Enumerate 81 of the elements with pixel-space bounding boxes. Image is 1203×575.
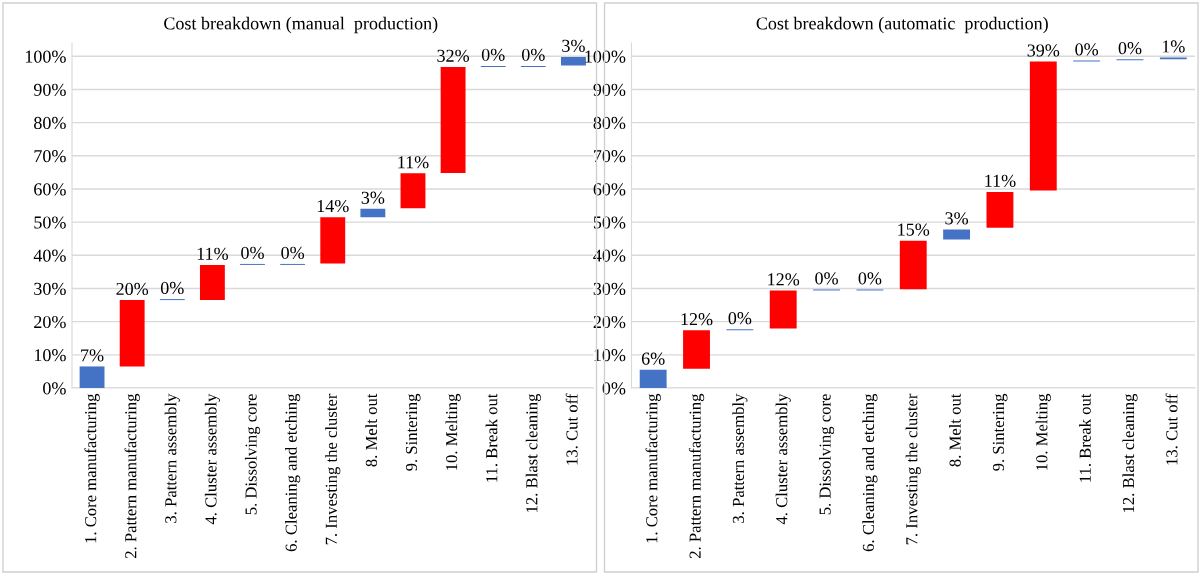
x-tick-label: 13. Cut off <box>565 393 578 465</box>
bar <box>360 208 386 218</box>
bar <box>683 330 710 369</box>
y-tick-label: 50% <box>34 216 66 229</box>
bar <box>1029 61 1057 191</box>
x-tick-label: 1. Core manufacturing <box>84 393 100 543</box>
x-tick-label: 10. Melting <box>445 393 461 470</box>
x-tick-label: 4. Cluster assembly <box>775 393 791 525</box>
x-tick-label: 11. Break out <box>485 393 498 482</box>
x-tick-label: 12. Blast cleaning <box>525 393 541 512</box>
data-label: 20% <box>116 282 149 296</box>
y-tick-label: 0% <box>43 382 66 395</box>
data-label: 1% <box>1162 40 1185 53</box>
data-label: 3% <box>361 191 385 204</box>
bar <box>769 290 797 329</box>
data-label: 14% <box>317 199 349 213</box>
y-tick-label: 100% <box>585 50 626 63</box>
x-tick-label: 6. Cleaning and etching <box>285 393 301 552</box>
bar <box>79 366 105 388</box>
bar <box>119 300 145 367</box>
bar <box>561 56 586 66</box>
x-tick-label: 5. Dissolving core <box>818 394 835 515</box>
data-label: 7% <box>81 349 104 362</box>
bar <box>440 66 466 174</box>
y-tick-label: 10% <box>34 349 66 362</box>
data-label: 6% <box>641 352 665 365</box>
bar <box>400 173 426 209</box>
x-tick-label: 3. Pattern assembly <box>164 393 180 523</box>
y-tick-label: 70% <box>34 150 66 163</box>
bar <box>639 369 667 388</box>
chart-title: Cost breakdown (automatic production) <box>756 16 1048 34</box>
y-tick-label: 40% <box>33 249 66 262</box>
data-label: 0% <box>858 272 882 285</box>
x-tick-label: 2. Pattern manufacturing <box>688 393 705 559</box>
data-label: 0% <box>521 48 545 61</box>
data-label: 0% <box>1075 43 1099 56</box>
x-tick-label: 7. Investing the cluster <box>325 393 341 545</box>
x-tick-label: 12. Blast cleaning <box>1122 393 1138 512</box>
data-label: 0% <box>728 312 752 325</box>
y-tick-label: 30% <box>34 282 66 295</box>
x-tick-label: 5. Dissolving core <box>244 394 261 515</box>
y-tick-label: 20% <box>34 315 66 329</box>
data-label: 12% <box>681 313 713 326</box>
x-tick-label: 6. Cleaning and etching <box>862 393 878 552</box>
x-tick-label: 10. Melting <box>1035 393 1051 470</box>
data-label: 15% <box>898 223 930 236</box>
y-tick-label: 80% <box>34 116 66 130</box>
x-tick-label: 1. Core manufacturing <box>645 393 661 543</box>
bar <box>986 191 1014 228</box>
bar <box>899 240 927 290</box>
x-tick-label: 13. Cut off <box>1165 393 1178 465</box>
y-tick-label: 100% <box>25 50 66 63</box>
x-tick-label: 9. Sintering <box>405 393 421 471</box>
bar <box>199 264 225 301</box>
x-tick-label: 7. Investing the cluster <box>905 393 921 545</box>
data-label: 11% <box>197 247 228 260</box>
chart-title: Cost breakdown (manual production) <box>164 16 438 34</box>
x-tick-label: 8. Melt out <box>949 393 961 467</box>
data-label: 11% <box>985 174 1016 187</box>
bar <box>320 217 346 264</box>
x-tick-label: 2. Pattern manufacturing <box>124 393 140 559</box>
data-label: 39% <box>1027 44 1060 57</box>
data-label: 32% <box>437 49 470 62</box>
data-label: 3% <box>562 39 585 52</box>
bar <box>943 229 971 240</box>
data-label: 3% <box>945 212 969 225</box>
data-label: 12% <box>768 273 800 286</box>
data-label: 0% <box>241 246 264 259</box>
data-label: 0% <box>481 48 505 61</box>
data-label: 11% <box>398 156 429 169</box>
x-tick-label: 8. Melt out <box>365 393 378 467</box>
y-tick-label: 60% <box>34 183 66 196</box>
x-tick-label: 11. Break out <box>1079 393 1091 482</box>
data-label: 0% <box>1118 42 1142 55</box>
data-label: 0% <box>815 272 838 285</box>
x-tick-label: 9. Sintering <box>992 393 1008 471</box>
data-label: 0% <box>281 246 305 259</box>
x-tick-label: 3. Pattern assembly <box>732 393 748 523</box>
y-tick-label: 90% <box>33 83 66 96</box>
x-tick-label: 4. Cluster assembly <box>204 393 220 525</box>
data-label: 0% <box>160 281 184 295</box>
